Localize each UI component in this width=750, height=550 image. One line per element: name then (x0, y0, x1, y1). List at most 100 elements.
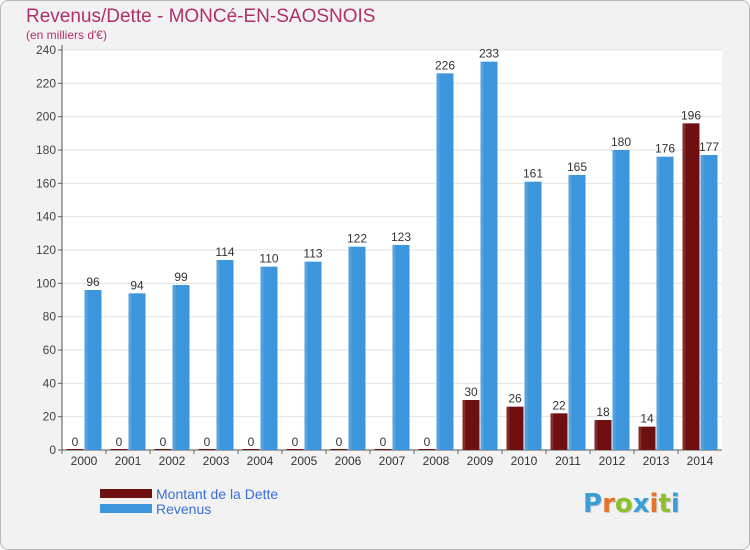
bar-revenus (348, 246, 366, 450)
bar-revenus (392, 245, 410, 450)
bar-revenus-highlight (524, 181, 528, 450)
y-tick-label: 0 (49, 443, 56, 457)
x-tick-label: 2013 (643, 454, 670, 468)
bar-dette-highlight (506, 406, 510, 450)
bar-revenus-highlight (612, 150, 616, 450)
x-tick-label: 2006 (335, 454, 362, 468)
data-label-dette: 0 (380, 435, 387, 449)
data-label-dette: 0 (248, 435, 255, 449)
bar-dette (594, 420, 612, 450)
logo-letter: t (658, 489, 671, 519)
bar-revenus (700, 155, 718, 450)
bar-revenus (128, 293, 146, 450)
bar-dette (286, 449, 304, 450)
legend-swatch-dette (100, 489, 152, 498)
data-label-dette: 0 (292, 435, 299, 449)
y-tick-label: 40 (43, 376, 57, 390)
bar-revenus (84, 290, 102, 450)
y-tick-label: 180 (36, 143, 56, 157)
x-tick-label: 2001 (115, 454, 142, 468)
data-label-revenus: 165 (567, 160, 587, 174)
bar-dette (550, 413, 568, 450)
bar-revenus-highlight (656, 156, 660, 450)
x-tick-label: 2007 (379, 454, 406, 468)
bar-dette (638, 426, 656, 450)
data-label-dette: 0 (424, 435, 431, 449)
data-label-dette: 26 (508, 392, 522, 406)
bar-revenus (436, 73, 454, 450)
y-tick-label: 120 (36, 243, 56, 257)
logo-letter: r (602, 489, 615, 519)
x-tick-label: 2002 (159, 454, 186, 468)
data-label-revenus: 110 (259, 252, 278, 266)
legend-swatch-revenus (100, 504, 152, 513)
data-label-dette: 30 (464, 385, 478, 399)
data-label-dette: 14 (640, 412, 654, 426)
bar-dette (462, 400, 480, 450)
x-tick-label: 2004 (247, 454, 274, 468)
bar-revenus (480, 61, 498, 451)
proxiti-logo: Proxiti (583, 489, 680, 519)
y-tick-label: 160 (36, 176, 56, 190)
legend-label-dette: Montant de la Dette (156, 485, 279, 502)
x-tick-label: 2014 (687, 454, 714, 468)
data-label-revenus: 233 (479, 47, 499, 61)
x-tick-label: 2012 (599, 454, 626, 468)
x-tick-label: 2009 (467, 454, 494, 468)
bar-revenus (568, 175, 586, 450)
data-label-dette: 0 (72, 435, 79, 449)
bar-revenus (304, 261, 322, 450)
bar-dette (242, 449, 260, 450)
bar-revenus-highlight (480, 61, 484, 451)
data-label-revenus: 226 (435, 58, 455, 72)
data-label-revenus: 94 (130, 278, 144, 292)
data-label-revenus: 161 (523, 167, 543, 181)
bar-revenus (612, 150, 630, 450)
data-label-dette: 18 (596, 405, 610, 419)
data-label-revenus: 99 (174, 270, 188, 284)
y-tick-label: 200 (36, 110, 56, 124)
y-tick-label: 20 (43, 410, 57, 424)
bar-dette (66, 449, 84, 450)
bar-revenus-highlight (304, 261, 308, 450)
bar-dette (330, 449, 348, 450)
bar-revenus (524, 181, 542, 450)
y-tick-label: 80 (43, 310, 57, 324)
legend-item-revenus: Revenus (100, 500, 278, 517)
bar-dette (198, 449, 216, 450)
bar-dette-highlight (682, 123, 686, 450)
legend-label-revenus: Revenus (156, 500, 212, 517)
bar-revenus-highlight (348, 246, 352, 450)
logo-letter: o (614, 489, 633, 519)
bar-revenus-highlight (568, 175, 572, 450)
bar-revenus-highlight (128, 293, 132, 450)
bar-revenus (172, 285, 190, 450)
data-label-dette: 0 (336, 435, 343, 449)
bar-revenus (260, 266, 278, 450)
bar-dette (374, 449, 392, 450)
bar-dette (682, 123, 700, 450)
bar-revenus-highlight (700, 155, 704, 450)
data-label-revenus: 176 (655, 142, 675, 156)
bar-revenus-highlight (216, 260, 220, 450)
chart-title: Revenus/Dette - MONCé-EN-SAOSNOIS (26, 6, 376, 27)
bar-dette-highlight (638, 426, 642, 450)
bar-dette-highlight (594, 420, 598, 450)
bar-revenus (216, 260, 234, 450)
x-tick-label: 2003 (203, 454, 230, 468)
data-label-dette: 22 (552, 398, 566, 412)
data-label-revenus: 122 (347, 232, 367, 246)
data-label-revenus: 180 (611, 135, 631, 149)
legend-item-dette: Montant de la Dette (100, 485, 279, 502)
chart-subtitle: (en milliers d'€) (26, 28, 107, 42)
bar-revenus-highlight (84, 290, 88, 450)
bar-revenus (656, 156, 674, 450)
data-label-dette: 0 (116, 435, 123, 449)
bar-dette (506, 406, 524, 450)
legend: Montant de la Dette Revenus (100, 485, 279, 517)
bar-revenus-highlight (436, 73, 440, 450)
logo-letter: P (583, 489, 603, 519)
bar-revenus-highlight (172, 285, 176, 450)
logo-letter: i (649, 489, 659, 519)
